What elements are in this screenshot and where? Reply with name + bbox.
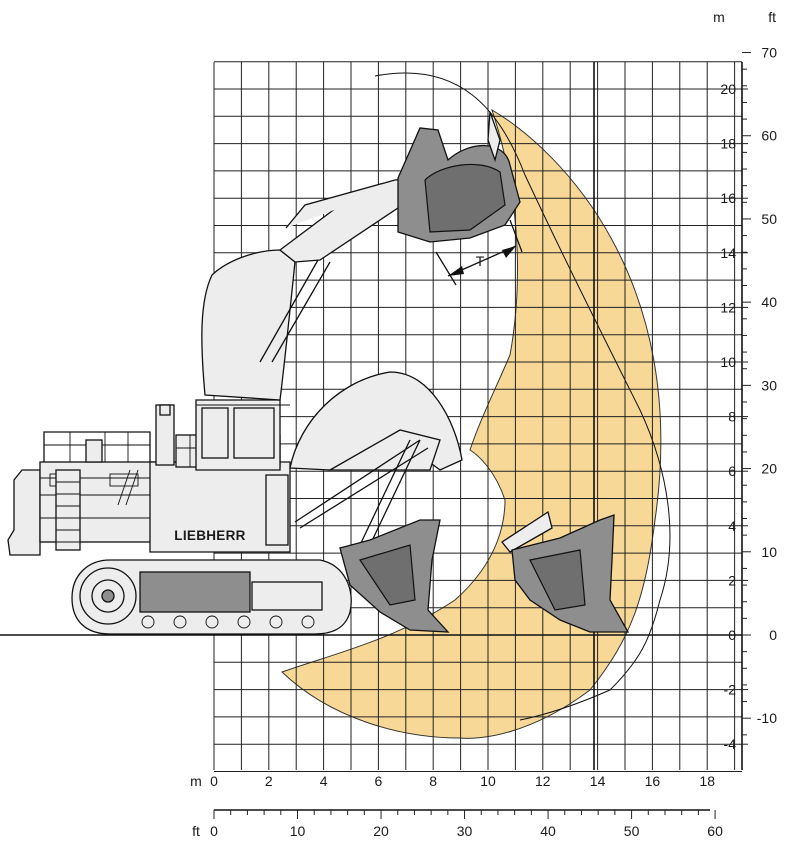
access-ladder [55,469,139,551]
metric-unit-label: m [713,9,725,25]
imperial-distance-label: 50 [624,823,640,839]
railings [43,431,151,463]
lower-bucket-far [501,510,630,633]
imperial-height-label: 60 [761,128,777,144]
imperial-distance-label: 30 [457,823,473,839]
metric-height-label: -2 [724,682,737,698]
metric-distance-label: 12 [535,773,551,789]
metric-height-label: 2 [728,572,736,588]
metric-height-label: 8 [728,409,736,425]
imperial-height-label: 40 [761,294,777,310]
metric-distance-label: 14 [590,773,606,789]
imperial-distance-label: 0 [210,823,218,839]
metric-height-label: 18 [720,136,736,152]
operator-cab [195,399,290,471]
metric-height-label: 4 [728,518,736,534]
imperial-distance-label: 10 [290,823,306,839]
imperial-height-label: 50 [761,211,777,227]
metric-height-label: 0 [728,627,736,643]
imperial-height-label: 10 [761,544,777,560]
imperial-height-ticks: 70 60 50 40 30 20 10 0 -10 [742,45,777,736]
boom-lower [201,177,421,401]
brand-label: LIEBHERR [174,528,245,543]
crawler-track [71,559,352,635]
boom-upper [289,371,463,471]
upper-bucket [397,111,521,243]
liebherr-excavator-illustration: LIEBHERR [7,111,630,635]
imperial-height-label: -10 [757,710,777,726]
metric-distance-label: 18 [699,773,715,789]
metric-height-label: 6 [728,463,736,479]
imperial-height-label: 20 [761,461,777,477]
dimension-t-arrow: T [435,219,523,286]
imperial-distance-label: 40 [540,823,556,839]
dimension-t-label: T [476,253,485,269]
metric-height-label: 16 [720,190,736,206]
imperial-height-label: 30 [761,377,777,393]
metric-distance-label: 6 [375,773,383,789]
metric-distance-label: 4 [320,773,328,789]
metric-height-label: 12 [720,299,736,315]
metric-distance-labels: 0 2 4 6 8 10 12 14 16 18 [210,773,715,789]
metric-distance-label: 10 [480,773,496,789]
imperial-unit-label: ft [768,9,776,25]
imperial-height-label: 0 [769,627,777,643]
counterweight [7,461,161,556]
metric-height-label: 20 [720,81,736,97]
metric-distance-label: 0 [210,773,218,789]
metric-distance-label: 2 [265,773,273,789]
bottom-metric-unit-label: m [190,773,202,789]
metric-height-label: -4 [724,736,737,752]
metric-height-label: 10 [720,354,736,370]
metric-distance-label: 16 [645,773,661,789]
hydraulic-cylinders [259,259,429,546]
imperial-distance-label: 60 [707,823,723,839]
imperial-height-label: 70 [761,45,777,61]
imperial-distance-label: 20 [373,823,389,839]
bottom-imperial-unit-label: ft [192,823,200,839]
lower-bucket-front [339,519,450,633]
metric-height-label: 14 [720,245,736,261]
imperial-distance-ticks: 0 10 20 30 40 50 60 [210,810,723,839]
metric-distance-label: 8 [429,773,437,789]
